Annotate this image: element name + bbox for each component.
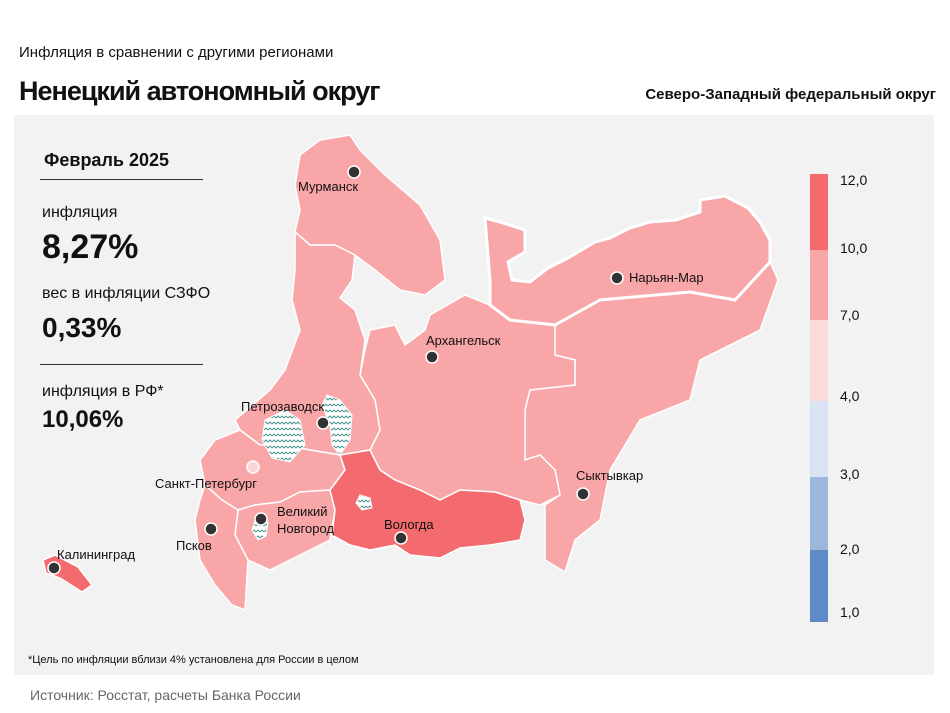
city-label-murmansk: Мурманск bbox=[298, 179, 358, 194]
inflation-label: инфляция bbox=[42, 204, 118, 221]
legend-tick: 1,0 bbox=[840, 604, 860, 620]
inflation-value: 8,27% bbox=[42, 228, 139, 266]
city-dot-arkhangelsk bbox=[425, 350, 439, 364]
divider bbox=[40, 179, 203, 180]
federal-district-label: Северо-Западный федеральный округ bbox=[645, 86, 936, 103]
divider bbox=[40, 364, 203, 365]
legend-band-2-3 bbox=[810, 477, 828, 550]
region-karelia bbox=[234, 230, 381, 456]
lake-onega bbox=[321, 394, 353, 456]
period-label: Февраль 2025 bbox=[44, 150, 169, 170]
city-label-pskov: Псков bbox=[176, 538, 212, 553]
legend-tick: 2,0 bbox=[840, 541, 860, 557]
city-dot-syktyvkar bbox=[576, 487, 590, 501]
rf-inflation-label: инфляция в РФ* bbox=[42, 383, 164, 400]
region-nenets-highlighted bbox=[483, 194, 772, 327]
weight-value: 0,33% bbox=[42, 312, 122, 343]
rf-inflation-value: 10,06% bbox=[42, 406, 124, 433]
legend-tick: 10,0 bbox=[840, 240, 868, 256]
city-label-kaliningrad: Калининград bbox=[57, 547, 135, 562]
legend-tick: 12,0 bbox=[840, 172, 868, 188]
legend-band-4-7 bbox=[810, 320, 828, 401]
region-murmansk bbox=[294, 134, 446, 296]
city-dot-petrozavodsk bbox=[316, 416, 330, 430]
source-note: Источник: Росстат, расчеты Банка России bbox=[30, 687, 301, 703]
weight-label: вес в инфляции СЗФО bbox=[42, 285, 211, 302]
region-title: Ненецкий автономный округ bbox=[19, 76, 381, 106]
legend-band-3-4 bbox=[810, 401, 828, 477]
legend-band-1-2 bbox=[810, 550, 828, 622]
city-dot-novgorod bbox=[254, 512, 268, 526]
lake-ladoga bbox=[261, 409, 306, 463]
city-label-petrozavodsk: Петрозаводск bbox=[241, 399, 324, 414]
legend-band-10-12 bbox=[810, 174, 828, 250]
city-label-arkhangelsk: Архангельск bbox=[426, 333, 501, 348]
city-label-vologda: Вологда bbox=[384, 517, 434, 532]
city-label-syktyvkar: Сыктывкар bbox=[576, 468, 643, 483]
city-dot-murmansk bbox=[347, 165, 361, 179]
footnote: *Цель по инфляции вблизи 4% установлена … bbox=[28, 654, 359, 666]
lake-beloye bbox=[355, 494, 373, 511]
chart-subtitle: Инфляция в сравнении с другими регионами bbox=[19, 44, 334, 61]
city-dot-vologda bbox=[394, 531, 408, 545]
legend-tick: 3,0 bbox=[840, 466, 860, 482]
city-label-novgorod-line1: Великий bbox=[277, 504, 328, 519]
city-dot-pskov bbox=[204, 522, 218, 536]
region-pskov bbox=[194, 483, 249, 612]
city-dot-naryan-mar bbox=[610, 271, 624, 285]
legend-band-7-10 bbox=[810, 250, 828, 320]
city-dot-kaliningrad bbox=[47, 561, 61, 575]
legend-tick: 4,0 bbox=[840, 388, 860, 404]
city-dot-spb bbox=[246, 460, 260, 474]
legend-tick: 7,0 bbox=[840, 307, 860, 323]
city-label-spb: Санкт-Петербург bbox=[155, 476, 257, 491]
region-vologda bbox=[329, 449, 526, 559]
city-label-naryan-mar: Нарьян-Мар bbox=[629, 270, 704, 285]
city-label-novgorod-line2: Новгород bbox=[277, 521, 334, 536]
